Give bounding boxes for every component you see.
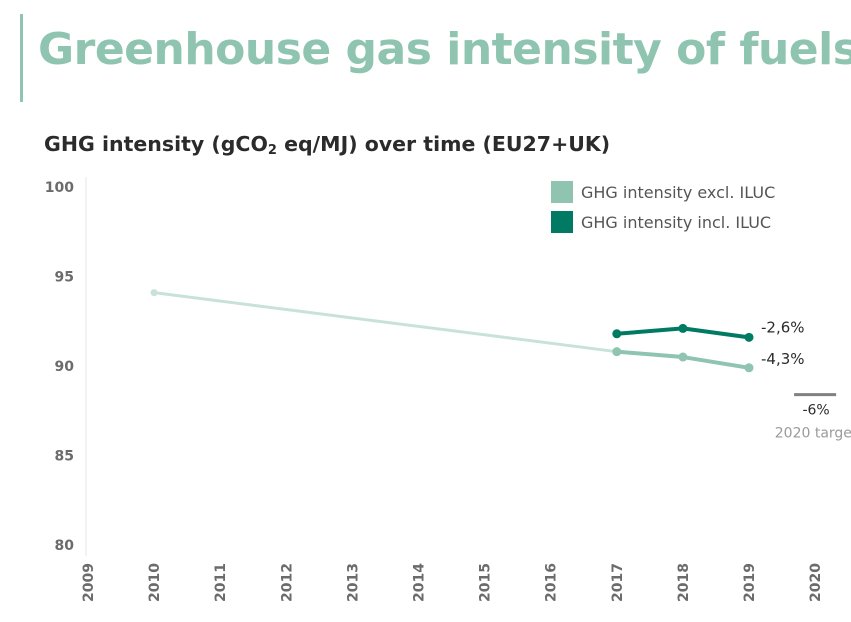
x-tick-label: 2018: [676, 563, 692, 602]
x-tick-label: 2010: [147, 563, 163, 602]
legend-label: GHG intensity incl. ILUC: [581, 213, 771, 232]
x-tick-label: 2012: [279, 563, 295, 602]
title-accent-bar: [20, 14, 23, 102]
x-tick-label: 2017: [610, 563, 626, 602]
y-tick-label: 85: [55, 449, 74, 465]
series-excl-trend-line: [153, 291, 617, 354]
series-excl-point: [678, 352, 688, 362]
y-tick-label: 95: [55, 270, 74, 286]
chart-title-part-1: GHG intensity (gCO: [44, 132, 268, 156]
legend-swatch: [551, 211, 573, 233]
page-title: Greenhouse gas intensity of fuels: [38, 24, 851, 75]
chart-title-subscript: 2: [267, 143, 277, 158]
y-tick-label: 80: [55, 538, 75, 554]
series-excl-point: [744, 363, 754, 373]
chart-title-part-2: eq/MJ) over time (EU27+UK): [276, 132, 611, 156]
x-tick-label: 2020: [808, 563, 824, 602]
series-incl-point: [744, 332, 754, 342]
series-incl-point: [612, 329, 622, 339]
legend-label: GHG intensity excl. ILUC: [581, 183, 775, 202]
target-label: -6%: [802, 403, 829, 419]
x-tick-label: 2015: [478, 563, 494, 602]
y-tick-label: 90: [55, 359, 75, 375]
target-sublabel: 2020 target: [775, 426, 851, 442]
x-tick-label: 2009: [81, 563, 97, 602]
chart-title: GHG intensity (gCO2 eq/MJ) over time (EU…: [44, 132, 610, 158]
series-excl-point: [150, 289, 158, 297]
series-incl-end-label: -2,6%: [761, 318, 805, 336]
x-tick-label: 2013: [345, 563, 361, 602]
x-tick-label: 2019: [742, 563, 758, 602]
x-tick-label: 2016: [544, 563, 560, 602]
y-tick-label: 100: [45, 180, 74, 196]
series-excl-end-label: -4,3%: [761, 350, 805, 368]
x-tick-label: 2014: [412, 563, 428, 602]
series-excl-point: [612, 347, 622, 357]
x-tick-label: 2011: [213, 563, 229, 602]
series-incl-point: [678, 323, 688, 333]
legend-swatch: [551, 181, 573, 203]
